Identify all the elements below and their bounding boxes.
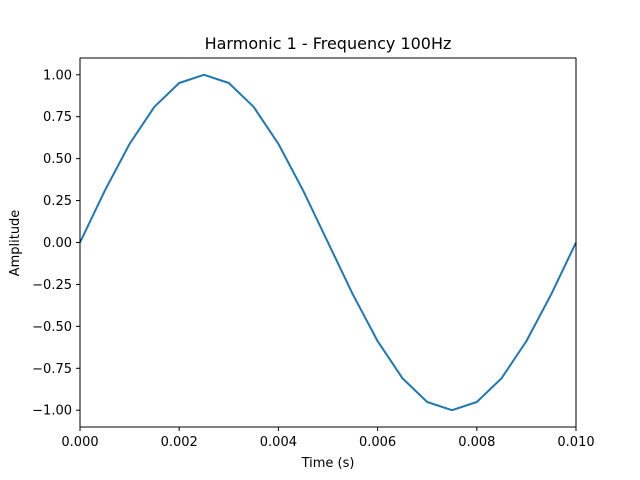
y-tick-label: −0.25 (32, 278, 72, 293)
x-axis-label: Time (s) (301, 456, 355, 471)
series-line (79, 73, 577, 412)
chart-title: Harmonic 1 - Frequency 100Hz (205, 34, 452, 53)
y-tick-label: 0.50 (43, 152, 72, 167)
x-tick-label: 0.006 (359, 435, 396, 450)
axes-frame (79, 57, 577, 428)
y-axis-ticks: 1.00 0.75 0.50 0.25 0.00 −0.25 −0.50 −0.75 −1.00 (32, 68, 80, 419)
x-tick-label: 0.004 (260, 435, 297, 450)
y-tick-label: 0.75 (43, 110, 72, 125)
y-tick-label: 0.25 (43, 194, 72, 209)
y-tick-label: 0.00 (43, 236, 72, 251)
x-tick-label: 0.010 (557, 435, 594, 450)
y-tick-label: −0.75 (32, 362, 72, 377)
x-tick-label: 0.002 (161, 435, 198, 450)
y-tick-label: −0.50 (32, 320, 72, 335)
x-axis-ticks: 0.000 0.002 0.004 0.006 0.008 0.010 (61, 427, 595, 450)
plot-area (79, 73, 577, 412)
y-axis-label: Amplitude (8, 210, 23, 277)
x-tick-label: 0.000 (61, 435, 98, 450)
y-tick-label: 1.00 (43, 68, 72, 83)
y-tick-label: −1.00 (32, 404, 72, 419)
x-tick-label: 0.008 (458, 435, 495, 450)
